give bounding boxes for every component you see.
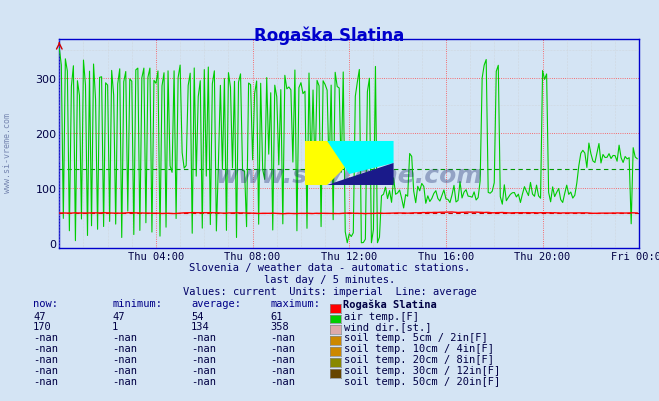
- Text: www.si-vreme.com: www.si-vreme.com: [215, 164, 483, 188]
- Text: 1: 1: [112, 322, 118, 332]
- Text: soil temp. 50cm / 20in[F]: soil temp. 50cm / 20in[F]: [344, 376, 500, 386]
- Text: 358: 358: [270, 322, 289, 332]
- Text: minimum:: minimum:: [112, 299, 162, 309]
- Text: -nan: -nan: [191, 332, 216, 342]
- Text: -nan: -nan: [112, 332, 137, 342]
- Text: air temp.[F]: air temp.[F]: [344, 311, 419, 321]
- Text: Rogaška Slatina: Rogaška Slatina: [343, 299, 436, 309]
- Text: soil temp. 30cm / 12in[F]: soil temp. 30cm / 12in[F]: [344, 365, 500, 375]
- Text: Values: current  Units: imperial  Line: average: Values: current Units: imperial Line: av…: [183, 287, 476, 297]
- Text: now:: now:: [33, 299, 58, 309]
- Text: -nan: -nan: [191, 354, 216, 364]
- Text: soil temp. 10cm / 4in[F]: soil temp. 10cm / 4in[F]: [344, 343, 494, 353]
- Text: -nan: -nan: [33, 354, 58, 364]
- Text: -nan: -nan: [270, 354, 295, 364]
- Text: average:: average:: [191, 299, 241, 309]
- Text: maximum:: maximum:: [270, 299, 320, 309]
- Text: -nan: -nan: [112, 354, 137, 364]
- Polygon shape: [327, 142, 393, 174]
- Text: -nan: -nan: [112, 365, 137, 375]
- Text: -nan: -nan: [112, 376, 137, 386]
- Text: -nan: -nan: [270, 376, 295, 386]
- Text: -nan: -nan: [33, 376, 58, 386]
- Text: -nan: -nan: [270, 332, 295, 342]
- Text: Rogaška Slatina: Rogaška Slatina: [254, 26, 405, 45]
- Text: Slovenia / weather data - automatic stations.: Slovenia / weather data - automatic stat…: [189, 263, 470, 273]
- Polygon shape: [305, 142, 372, 186]
- Polygon shape: [327, 164, 393, 186]
- Text: 61: 61: [270, 311, 283, 321]
- Text: wind dir.[st.]: wind dir.[st.]: [344, 322, 432, 332]
- Text: 47: 47: [112, 311, 125, 321]
- Text: www.si-vreme.com: www.si-vreme.com: [3, 112, 13, 192]
- Text: -nan: -nan: [191, 343, 216, 353]
- Text: -nan: -nan: [33, 332, 58, 342]
- Text: 134: 134: [191, 322, 210, 332]
- Text: -nan: -nan: [33, 365, 58, 375]
- Text: -nan: -nan: [112, 343, 137, 353]
- Text: -nan: -nan: [33, 343, 58, 353]
- Text: 54: 54: [191, 311, 204, 321]
- Text: 47: 47: [33, 311, 45, 321]
- Text: last day / 5 minutes.: last day / 5 minutes.: [264, 275, 395, 285]
- Text: soil temp. 20cm / 8in[F]: soil temp. 20cm / 8in[F]: [344, 354, 494, 364]
- Text: soil temp. 5cm / 2in[F]: soil temp. 5cm / 2in[F]: [344, 332, 488, 342]
- Text: -nan: -nan: [191, 376, 216, 386]
- Text: 170: 170: [33, 322, 51, 332]
- Text: -nan: -nan: [270, 343, 295, 353]
- Text: -nan: -nan: [270, 365, 295, 375]
- Text: -nan: -nan: [191, 365, 216, 375]
